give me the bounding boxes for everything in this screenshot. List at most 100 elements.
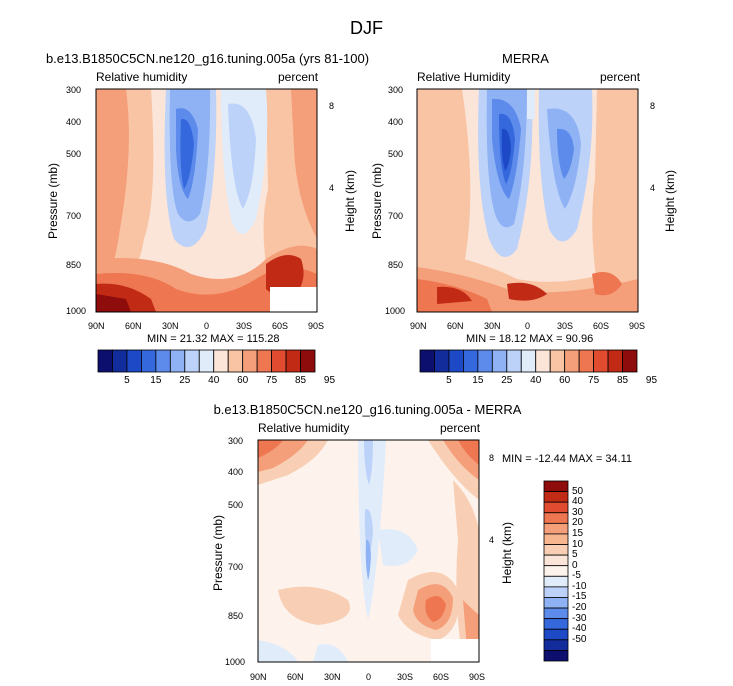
colorbar-swatch (242, 349, 258, 373)
colorbar-swatch (543, 480, 569, 492)
colorbar-swatch (141, 349, 157, 373)
panel2-units-label: percent (600, 70, 641, 84)
colorbar-swatch (419, 349, 435, 373)
colorbar-swatch (285, 349, 301, 373)
colorbar-label: 60 (559, 375, 571, 386)
colorbar-swatch (198, 349, 215, 373)
colorbar-label: 5 (446, 375, 452, 386)
panel3-units-label: percent (440, 421, 481, 435)
colorbar-swatch (112, 349, 128, 373)
colorbar-swatch (169, 349, 186, 373)
colorbar-swatch (184, 349, 200, 373)
panel2-xtick-0: 0 (525, 321, 531, 331)
panel3-ytick-1000: 1000 (225, 657, 246, 667)
panel3-xtick-90s: 90S (469, 672, 486, 682)
panel3-variable-label: Relative humidity (258, 421, 350, 435)
panel2-colorbar (419, 349, 638, 373)
panel2-title: MERRA (502, 51, 549, 66)
panel3-contour-plot (257, 439, 480, 663)
colorbar-swatch (543, 491, 569, 503)
colorbar-swatch (622, 349, 638, 373)
colorbar-swatch (593, 349, 609, 373)
colorbar-swatch (578, 349, 594, 373)
colorbar-label: -30 (572, 612, 587, 624)
colorbar-swatch (126, 349, 142, 373)
colorbar-swatch (256, 349, 272, 373)
panel2-y2tick-4: 4 (650, 183, 656, 193)
colorbar-label: 50 (572, 485, 584, 497)
colorbar-label: 40 (208, 375, 220, 386)
colorbar-label: -10 (572, 580, 587, 592)
panel2-ytick-850: 850 (388, 260, 404, 270)
panel1-title: b.e13.B1850C5CN.ne120_g16.tuning.005a (y… (45, 51, 370, 66)
colorbar-swatch (543, 650, 569, 662)
colorbar-swatch (300, 349, 316, 373)
panel1-ytick-400: 400 (66, 117, 82, 127)
panel1-colorbar (97, 349, 316, 373)
colorbar-label: 15 (572, 527, 584, 539)
panel1-xtick-60n: 60N (125, 321, 142, 331)
colorbar-label: 85 (616, 375, 629, 386)
panel3-ytick-500: 500 (228, 500, 244, 510)
panel2-xtick-60n: 60N (447, 321, 464, 331)
panel3-xtick-30s: 30S (397, 672, 414, 682)
panel1-ylabel-left: Pressure (mb) (46, 163, 60, 240)
panel1-xtick-60s: 60S (272, 321, 289, 331)
panel1-xtick-30n: 30N (162, 321, 179, 331)
panel1-minmax: MIN = 21.32 MAX = 115.28 (147, 333, 280, 345)
panel3-y2tick-8: 8 (489, 453, 495, 463)
colorbar-swatch (543, 554, 569, 567)
panel2-ylabel-left: Pressure (mb) (370, 163, 384, 240)
panel3-xtick-0: 0 (366, 672, 372, 682)
colorbar-swatch (155, 349, 171, 373)
colorbar-swatch (543, 501, 569, 514)
panel1-xtick-90n: 90N (88, 321, 105, 331)
panel2-variable-label: Relative Humidity (417, 70, 511, 84)
colorbar-swatch (271, 349, 287, 373)
panel2-ytick-700: 700 (388, 211, 404, 221)
panel1-contour-plot (95, 88, 318, 313)
panel3-ylabel-right: Height (km) (500, 522, 514, 585)
colorbar-label: 40 (530, 375, 542, 386)
colorbar-swatch (543, 533, 569, 545)
panel1-ytick-1000: 1000 (66, 306, 87, 316)
panel3-xtick-30n: 30N (324, 672, 341, 682)
panel3-ytick-700: 700 (228, 562, 244, 572)
colorbar-swatch (97, 349, 113, 373)
panel3-xtick-90n: 90N (250, 672, 267, 682)
panel2-xtick-30n: 30N (484, 321, 501, 331)
panel2-y2tick-8: 8 (650, 101, 656, 111)
panel3-title: b.e13.B1850C5CN.ne120_g16.tuning.005a - … (213, 402, 522, 417)
panel2-xtick-90s: 90S (629, 321, 646, 331)
panel1-ytick-500: 500 (66, 149, 82, 159)
panel3-xtick-60n: 60N (287, 672, 304, 682)
colorbar-swatch (477, 349, 493, 373)
panel2-ytick-300: 300 (388, 85, 404, 95)
colorbar-swatch (543, 628, 569, 641)
colorbar-swatch (448, 349, 464, 373)
colorbar-label: -15 (572, 591, 587, 603)
panel3-y2tick-4: 4 (489, 535, 495, 545)
colorbar-swatch (543, 512, 569, 524)
panel2-contour-plot (416, 88, 639, 313)
panel1-ylabel-right: Height (km) (343, 170, 357, 233)
panel2-ytick-400: 400 (388, 117, 404, 127)
colorbar-swatch (535, 349, 551, 373)
panel1-ytick-300: 300 (66, 85, 82, 95)
colorbar-label: -50 (572, 633, 587, 645)
colorbar-label: 85 (294, 375, 307, 386)
colorbar-swatch (506, 349, 522, 373)
panel2-xtick-90n: 90N (410, 321, 427, 331)
colorbar-swatch (543, 607, 569, 620)
colorbar-swatch (543, 544, 569, 556)
colorbar-swatch (543, 565, 569, 577)
colorbar-swatch (549, 349, 566, 373)
colorbar-label: 75 (266, 375, 278, 386)
colorbar-swatch (434, 349, 450, 373)
panel1-xtick-90s: 90S (308, 321, 325, 331)
colorbar-swatch (543, 618, 569, 630)
colorbar-swatch (543, 586, 569, 598)
panel1-variable-label: Relative humidity (96, 70, 188, 84)
colorbar-label: 10 (572, 538, 584, 550)
colorbar-label: 95 (323, 375, 336, 386)
